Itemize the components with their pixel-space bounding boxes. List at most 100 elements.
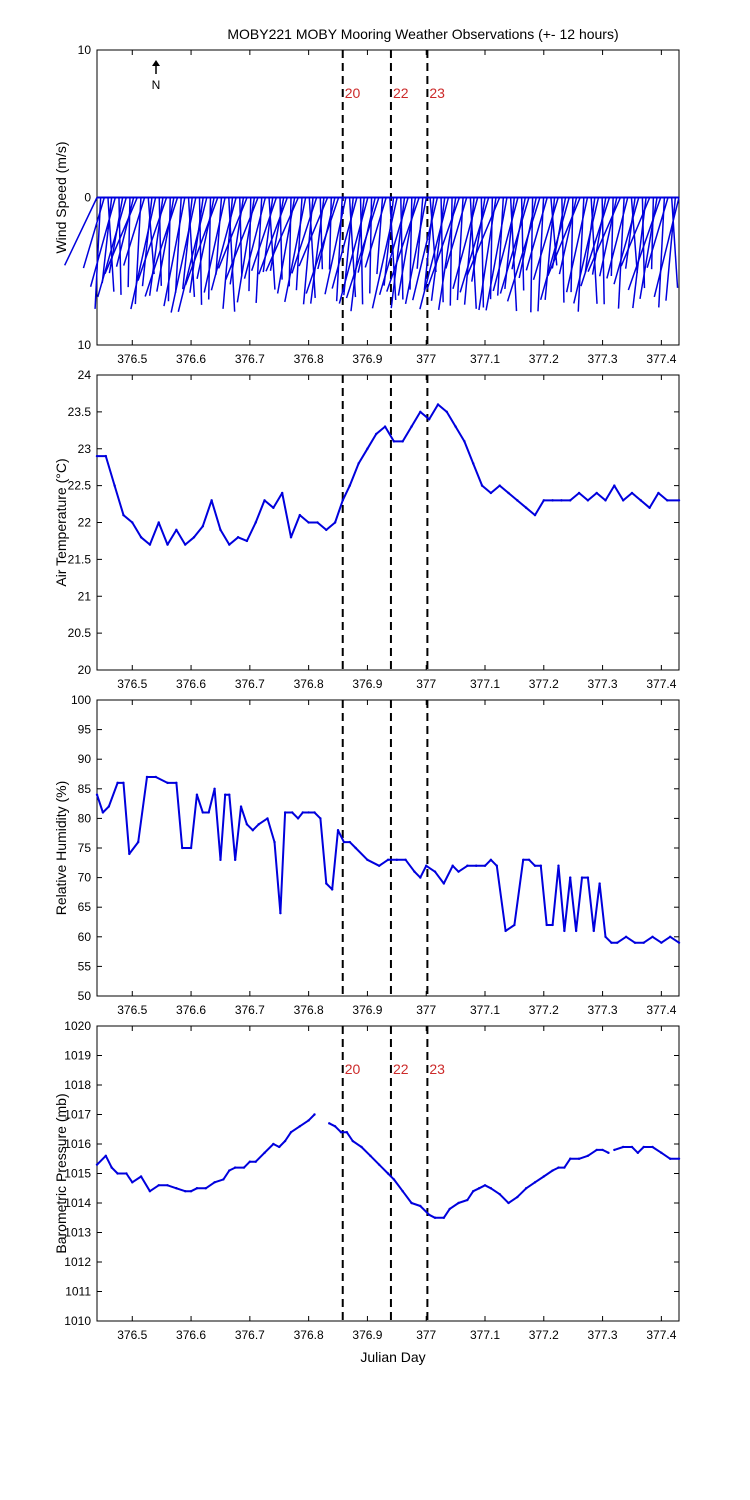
x-tick-label: 377.4 [646,352,676,366]
data-point [668,1157,672,1160]
data-point [595,491,598,495]
wind-feather [376,197,384,275]
x-tick-label: 377.4 [646,1328,676,1342]
data-point [425,864,428,867]
data-point [148,1190,152,1193]
data-point [336,829,340,832]
data-point [139,1175,143,1178]
data-point [419,410,422,414]
wind-feather [170,197,197,313]
data-point [433,1216,437,1219]
data-point [290,811,294,814]
x-tick-label: 376.5 [117,1003,147,1017]
data-point [601,1148,604,1152]
y-tick-label: 75 [78,841,92,855]
data-point [283,1139,287,1143]
data-point [339,1131,343,1134]
wind-feather [499,197,530,294]
x-tick-label: 376.9 [352,352,382,366]
wind-feather [94,197,102,309]
data-point [466,1198,469,1202]
wind-feather [291,197,318,274]
data-point [448,1207,451,1211]
wind-feather [624,197,636,269]
data-point [401,1190,404,1193]
x-tick-label: 376.8 [294,1328,324,1342]
data-point [489,858,493,862]
y-tick-label: 95 [78,723,92,737]
x-tick-label: 377.2 [529,352,559,366]
data-point [498,1192,501,1196]
data-point [107,805,110,808]
data-point [278,1145,281,1149]
wind-feather [610,197,614,277]
data-point [239,805,243,808]
wind-feather [506,197,541,302]
y-tick-label: 1014 [64,1196,91,1210]
data-point [569,876,572,879]
wind-feather [269,197,285,271]
wind-feather [198,197,203,305]
data-point [348,840,351,844]
wind-feather [430,197,446,301]
data-point [266,817,269,820]
y-tick-label: 50 [78,989,92,1003]
wind-feather [189,197,204,293]
data-point [154,775,157,779]
wind-feather [305,197,340,294]
data-point [533,1181,537,1184]
data-point [410,425,413,428]
data-point [586,499,590,502]
data-point [307,811,310,814]
wind-feather [587,197,622,272]
wind-feather [196,197,215,279]
series-line-1 [97,403,679,546]
data-point [386,858,390,862]
data-point [577,1157,581,1160]
wind-feather [423,197,435,291]
data-point [592,929,595,933]
data-point [219,858,222,862]
wind-feather [409,197,413,290]
data-point [677,941,681,944]
wind-feather [295,197,303,291]
wind-feather [525,197,548,271]
wind-feather [115,197,135,267]
data-point [457,870,460,873]
data-point [445,410,448,414]
data-point [569,499,572,502]
data-point [369,1154,372,1158]
data-point [223,793,227,796]
data-point [219,528,222,532]
x-tick-label: 376.9 [352,1328,382,1342]
wind-feather [177,197,208,313]
data-point [442,882,446,885]
data-point [660,941,663,944]
y-tick-label: 1015 [64,1167,91,1181]
wind-feather [547,197,581,277]
wind-feather [298,197,329,267]
data-point [330,888,334,891]
data-point [657,491,660,495]
data-point [595,1148,598,1152]
x-tick-label: 376.7 [235,1003,265,1017]
data-point [166,1184,169,1187]
data-point [307,521,310,524]
wind-feather [203,197,226,293]
data-point [279,911,282,915]
data-point [419,1204,422,1208]
data-point [586,876,590,879]
data-point [377,864,381,867]
data-point [181,846,184,850]
wind-feather [397,197,417,296]
data-point [513,923,516,927]
wind-feather [243,197,267,279]
data-point [116,1172,119,1175]
x-tick-label: 376.9 [352,1003,382,1017]
y-axis-title: Relative Humidity (%) [53,781,69,916]
wind-feather [258,197,289,275]
data-point [228,543,231,546]
data-point [504,929,507,933]
data-point [607,1151,610,1155]
data-point [401,440,404,443]
